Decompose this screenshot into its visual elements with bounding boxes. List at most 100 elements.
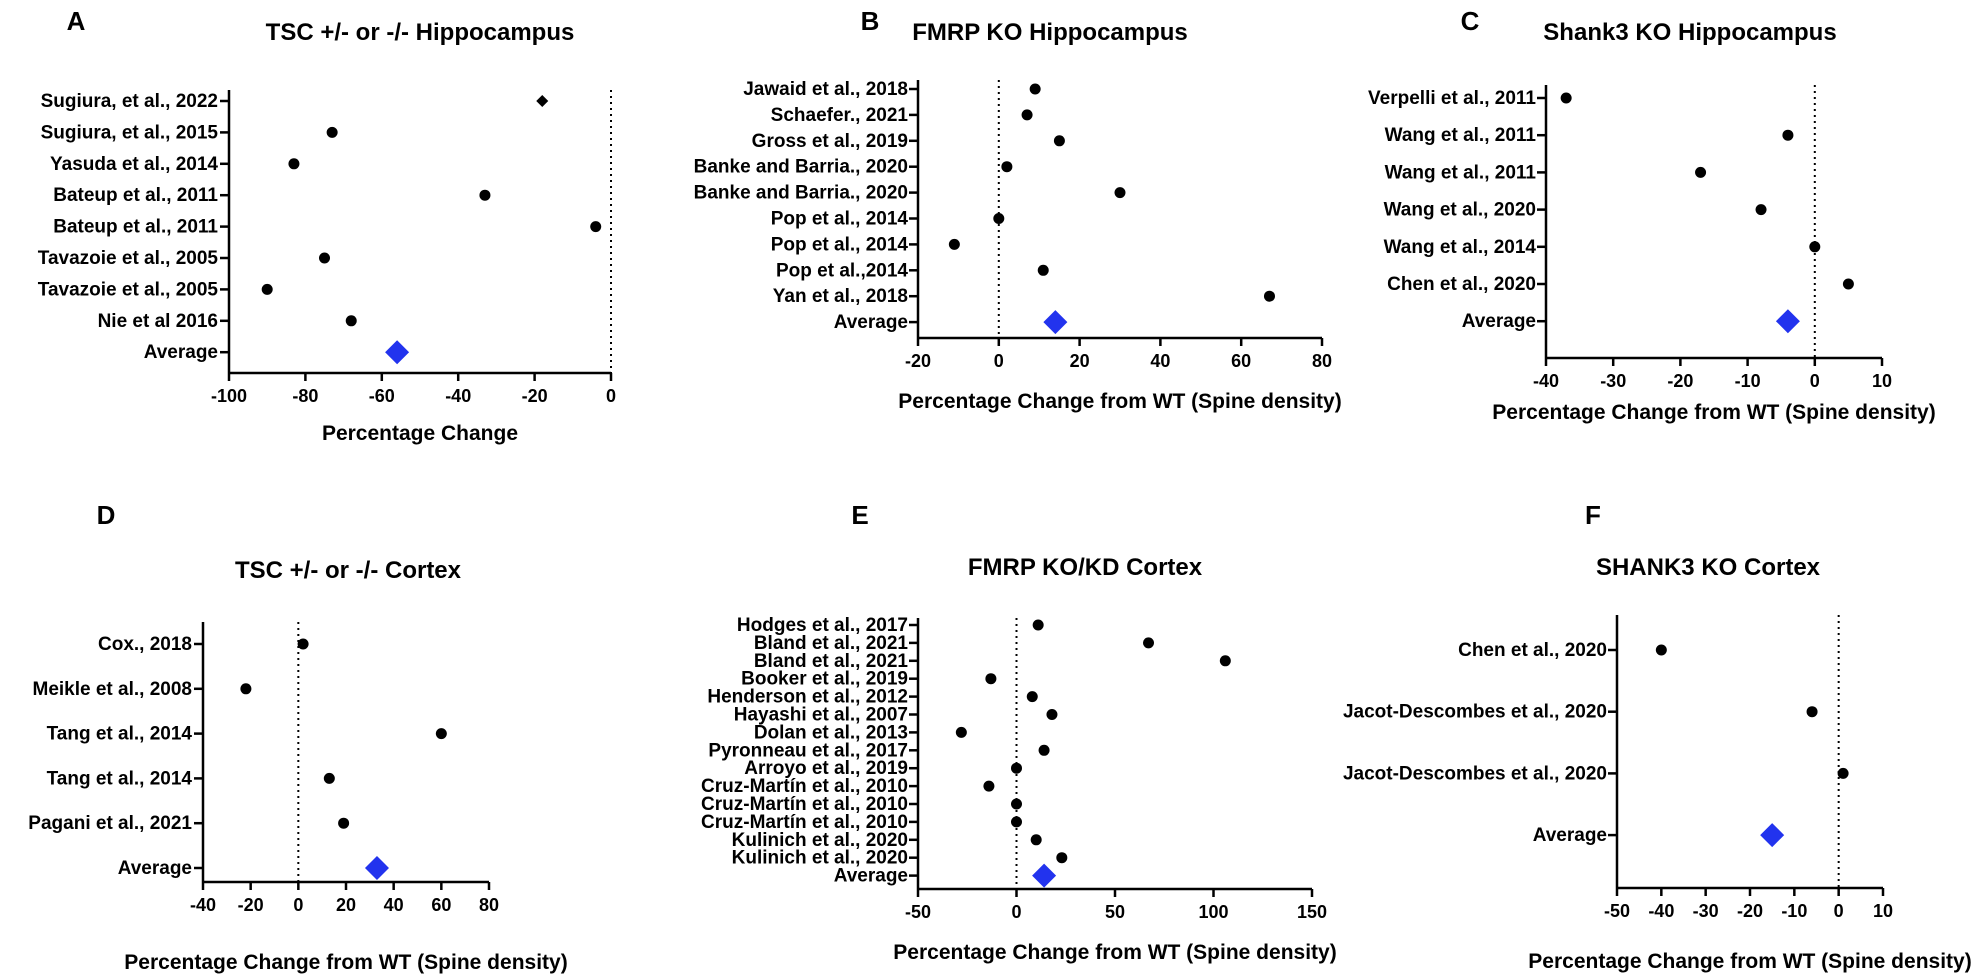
panel-e-data-point bbox=[1142, 637, 1154, 649]
panel-a-average-marker bbox=[385, 340, 410, 365]
panel-f-category-label: Chen et al., 2020 bbox=[1458, 640, 1607, 661]
panel-c-x-tick-label: -20 bbox=[1667, 371, 1693, 391]
panel-b-data-point bbox=[993, 213, 1005, 224]
panel-b-category-label: Gross et al., 2019 bbox=[752, 131, 908, 152]
panel-a-category-label: Bateup et al., 2011 bbox=[53, 217, 218, 238]
panel-e-data-point bbox=[1011, 798, 1022, 810]
panel-e-title: FMRP KO/KD Cortex bbox=[968, 554, 1203, 581]
panel-a: A TSC +/- or -/- Hippocampus -100 -80 -60 -40… bbox=[38, 6, 616, 445]
panel-e-data-point bbox=[983, 780, 995, 792]
panel-d-x-tick-label: 20 bbox=[336, 895, 356, 915]
panel-c-data-point bbox=[1782, 129, 1794, 141]
panel-b-category-label: Banke and Barria., 2020 bbox=[694, 183, 908, 204]
panel-b-data-point bbox=[1029, 83, 1041, 95]
panel-e-category-label: Booker et al., 2019 bbox=[741, 669, 908, 690]
panel-e-category-label: Henderson et al., 2012 bbox=[707, 687, 908, 708]
panel-e-data-point bbox=[1032, 619, 1044, 631]
panel-f-x-axis-label: Percentage Change from WT (Spine density… bbox=[1528, 950, 1971, 973]
panel-e-category-label: Dolan et al., 2013 bbox=[754, 722, 908, 743]
panel-a-category-label: Tavazoie et al., 2005 bbox=[38, 279, 219, 300]
panel-f-x-tick-label: -40 bbox=[1648, 901, 1674, 921]
panel-d: D TSC +/- or -/- Cortex -40 -20 0 20 40 60 80 Per… bbox=[28, 500, 567, 974]
panel-b-x-tick-label: 60 bbox=[1231, 351, 1251, 371]
panel-b-data-point bbox=[1053, 135, 1065, 147]
panel-f-x-tick-label: 10 bbox=[1873, 901, 1893, 921]
panel-c-x-tick-label: -10 bbox=[1735, 371, 1761, 391]
panel-d-data-point bbox=[338, 817, 350, 829]
panel-e-data-point bbox=[1038, 744, 1050, 756]
panel-f-data-point bbox=[1655, 644, 1667, 656]
panel-c-category-label: Average bbox=[1462, 311, 1536, 332]
panel-c-x-tick-label: 0 bbox=[1810, 371, 1820, 391]
panel-f-data-point bbox=[1837, 767, 1849, 779]
panel-b-x-tick-label: 20 bbox=[1070, 351, 1090, 371]
panel-b-letter: B bbox=[861, 6, 880, 36]
panel-e-category-label: Bland et al., 2021 bbox=[754, 633, 909, 654]
panel-a-x-tick-label: -60 bbox=[369, 386, 395, 406]
panel-e-category-label: Bland et al., 2021 bbox=[754, 651, 909, 672]
panel-c-category-label: Verpelli et al., 2011 bbox=[1368, 88, 1536, 109]
panel-d-category-label: Tang et al., 2014 bbox=[47, 768, 193, 789]
panel-d-letter: D bbox=[97, 500, 116, 530]
panel-b: B FMRP KO Hippocampus -20 0 20 40 60 80 Percenta… bbox=[694, 6, 1342, 413]
panel-f-category-label: Jacot-Descombes et al., 2020 bbox=[1343, 702, 1607, 723]
panel-e-category-label: Kulinich et al., 2020 bbox=[732, 848, 908, 869]
panel-c-data-point bbox=[1560, 92, 1572, 104]
panel-c-data-point bbox=[1695, 166, 1707, 178]
panel-d-x-tick-label: 0 bbox=[293, 895, 303, 915]
panel-f-x-tick-label: -30 bbox=[1693, 901, 1719, 921]
panel-c-letter: C bbox=[1461, 6, 1480, 36]
panel-a-category-label: Average bbox=[144, 342, 218, 363]
panel-e-x-tick-label: 150 bbox=[1297, 902, 1327, 922]
panel-e-data-point bbox=[985, 673, 997, 685]
panel-d-x-tick-label: 80 bbox=[479, 895, 499, 915]
panel-a-data-point bbox=[345, 315, 357, 327]
panel-c-data-point bbox=[1842, 278, 1854, 290]
panel-e-category-label: Kulinich et al., 2020 bbox=[732, 830, 908, 851]
panel-c-x-tick-label: 10 bbox=[1872, 371, 1892, 391]
panel-d-data-point bbox=[323, 772, 335, 784]
panel-d-x-axis-label: Percentage Change from WT (Spine density… bbox=[124, 951, 567, 974]
panel-c-x-tick-label: -40 bbox=[1533, 371, 1559, 391]
panel-d-x-tick-label: 60 bbox=[431, 895, 451, 915]
panel-f-x-tick-label: -10 bbox=[1781, 901, 1807, 921]
panel-a-x-tick-label: 0 bbox=[606, 386, 616, 406]
panel-a-x-tick-label: -20 bbox=[522, 386, 548, 406]
panel-a-x-axis-label: Percentage Change bbox=[322, 422, 518, 445]
panel-e-data-point bbox=[1046, 709, 1058, 720]
panel-e-category-label: Average bbox=[834, 866, 908, 887]
panel-b-category-label: Banke and Barria., 2020 bbox=[694, 157, 908, 178]
panel-e: E FMRP KO/KD Cortex -50 0 50 100 150 Percentage… bbox=[701, 500, 1337, 964]
panel-b-title: FMRP KO Hippocampus bbox=[912, 19, 1188, 46]
panel-b-data-point bbox=[1021, 109, 1033, 121]
panel-d-title: TSC +/- or -/- Cortex bbox=[235, 557, 462, 584]
panel-e-category-label: Hodges et al., 2017 bbox=[737, 615, 908, 636]
panel-a-data-point bbox=[319, 252, 330, 264]
panel-c-category-label: Chen et al., 2020 bbox=[1387, 274, 1536, 295]
panel-a-data-point bbox=[536, 95, 549, 107]
panel-c-data-point bbox=[1755, 204, 1767, 216]
panel-f-category-label: Average bbox=[1533, 825, 1607, 846]
panel-a-data-point bbox=[288, 158, 300, 170]
panel-e-data-point bbox=[1011, 762, 1022, 774]
panel-b-x-tick-label: 80 bbox=[1312, 351, 1332, 371]
panel-a-letter: A bbox=[67, 6, 86, 36]
panel-e-average-marker bbox=[1032, 863, 1057, 888]
panel-e-data-point bbox=[1056, 852, 1068, 864]
panel-d-x-tick-label: -40 bbox=[190, 895, 216, 915]
panel-e-data-point bbox=[1219, 655, 1231, 667]
panel-c-category-label: Wang et al., 2011 bbox=[1385, 162, 1537, 183]
panel-b-x-tick-label: -20 bbox=[905, 351, 931, 371]
panel-a-category-label: Sugiura, et al., 2015 bbox=[41, 122, 219, 143]
panel-e-x-tick-label: -50 bbox=[905, 902, 931, 922]
panel-b-category-label: Jawaid et al., 2018 bbox=[743, 79, 908, 100]
panel-a-title: TSC +/- or -/- Hippocampus bbox=[266, 19, 575, 46]
panel-e-x-tick-label: 0 bbox=[1011, 902, 1021, 922]
panel-c-category-label: Wang et al., 2014 bbox=[1384, 237, 1537, 258]
panel-d-category-label: Meikle et al., 2008 bbox=[33, 679, 193, 700]
panel-d-x-tick-label: 40 bbox=[384, 895, 404, 915]
panel-e-letter: E bbox=[851, 500, 868, 530]
panel-b-data-point bbox=[1037, 264, 1049, 276]
panel-d-category-label: Pagani et al., 2021 bbox=[28, 813, 192, 834]
panel-d-data-point bbox=[240, 683, 252, 695]
